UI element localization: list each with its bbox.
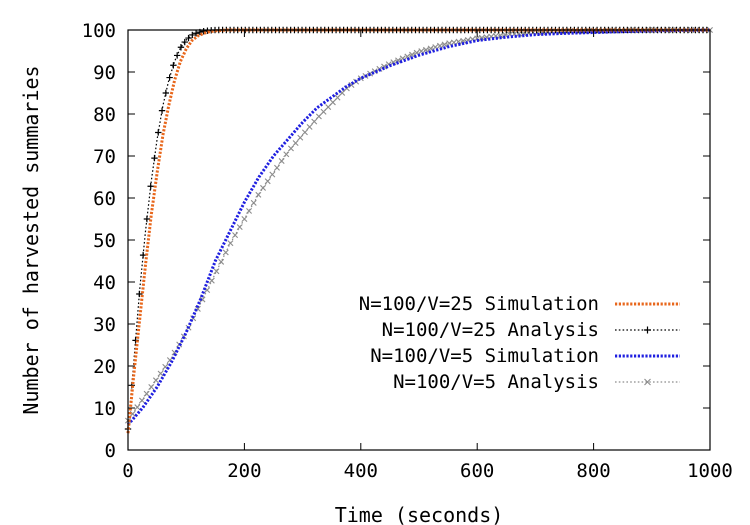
- legend-label: N=100/V=5 Simulation: [370, 345, 599, 367]
- data-point: [152, 377, 159, 384]
- legend-item: N=100/V=25 Analysis: [382, 319, 680, 341]
- y-tick-label: 100: [82, 20, 116, 42]
- data-point: [232, 232, 239, 239]
- legend-label: N=100/V=5 Analysis: [393, 371, 599, 393]
- y-tick-label: 60: [93, 188, 116, 210]
- data-point: [162, 89, 170, 97]
- data-point: [227, 240, 234, 247]
- data-point: [455, 38, 462, 45]
- data-point: [177, 44, 185, 51]
- x-tick-label: 600: [460, 460, 494, 482]
- y-tick-label: 80: [93, 104, 116, 126]
- data-point: [329, 99, 336, 106]
- data-point: [158, 107, 166, 114]
- y-tick-label: 20: [93, 356, 116, 378]
- data-point: [181, 38, 188, 46]
- legend-label: N=100/V=25 Simulation: [359, 293, 599, 315]
- series-2: [126, 28, 711, 426]
- data-point: [269, 171, 276, 178]
- data-point: [311, 118, 318, 125]
- data-point: [213, 268, 220, 275]
- data-point: [129, 410, 136, 417]
- data-point: [170, 62, 177, 69]
- data-point: [497, 32, 504, 39]
- data-point: [250, 199, 257, 206]
- data-point: [157, 370, 164, 377]
- legend-item: N=100/V=25 Simulation: [359, 293, 680, 315]
- legend: N=100/V=25 Simulation N=100/V=25 Analysis…: [359, 293, 680, 393]
- data-point: [320, 108, 327, 115]
- data-point: [287, 145, 294, 152]
- data-point: [436, 42, 443, 49]
- data-point: [166, 74, 173, 81]
- y-tick-label: 40: [93, 272, 116, 294]
- y-tick-label: 30: [93, 314, 116, 336]
- series-line: [127, 29, 710, 430]
- data-point: [274, 164, 280, 171]
- data-point: [134, 404, 141, 411]
- data-point: [255, 191, 262, 198]
- legend-label: N=100/V=25 Analysis: [382, 319, 599, 341]
- x-tick-label: 1000: [687, 460, 733, 482]
- x-tick-label: 0: [122, 460, 133, 482]
- data-point: [390, 59, 397, 66]
- data-point: [334, 94, 341, 101]
- x-tick-label: 400: [344, 460, 378, 482]
- data-point: [297, 134, 304, 141]
- x-tick-label: 800: [576, 460, 610, 482]
- data-point: [246, 207, 253, 214]
- data-point: [236, 224, 243, 231]
- data-point: [218, 258, 225, 265]
- data-point: [208, 277, 215, 284]
- y-axis-title: Number of harvested summaries: [19, 65, 43, 414]
- data-point: [278, 158, 285, 165]
- data-point: [292, 140, 299, 147]
- axis-ticks: 0 200 400 600 800 1000 0 10 20 30 40 50 60 70 80 90 100: [82, 20, 733, 482]
- data-point: [422, 46, 429, 53]
- data-point: [143, 215, 151, 223]
- x-axis-title: Time (seconds): [335, 503, 504, 525]
- y-tick-label: 90: [93, 62, 116, 84]
- data-point: [301, 129, 308, 136]
- y-tick-label: 50: [93, 230, 116, 252]
- data-point: [151, 154, 158, 162]
- data-point: [155, 129, 162, 136]
- data-point: [441, 41, 448, 48]
- data-point: [189, 31, 196, 39]
- data-point: [185, 34, 192, 42]
- x-tick-label: 200: [227, 460, 261, 482]
- data-point: [409, 51, 416, 58]
- data-point: [460, 37, 467, 44]
- data-point: [241, 216, 248, 222]
- data-point: [136, 290, 143, 298]
- data-point: [192, 30, 200, 37]
- legend-item: N=100/V=5 Simulation: [370, 345, 680, 367]
- series-line: [126, 28, 711, 426]
- data-point: [173, 52, 181, 59]
- y-tick-label: 70: [93, 146, 116, 168]
- data-point: [199, 296, 206, 303]
- y-tick-label: 0: [105, 440, 116, 462]
- data-point: [260, 184, 267, 191]
- data-point: [644, 326, 651, 334]
- data-point: [138, 397, 145, 404]
- data-point: [147, 183, 154, 190]
- data-point: [478, 34, 485, 41]
- data-point: [325, 104, 332, 111]
- data-point: [644, 378, 651, 386]
- legend-item: N=100/V=5 Analysis: [393, 371, 680, 393]
- data-point: [315, 113, 322, 120]
- y-tick-label: 10: [93, 398, 116, 420]
- data-point: [143, 390, 150, 397]
- data-point: [264, 178, 271, 185]
- data-point: [222, 249, 229, 256]
- data-point: [148, 384, 155, 390]
- data-point: [306, 123, 313, 130]
- data-point: [283, 151, 290, 158]
